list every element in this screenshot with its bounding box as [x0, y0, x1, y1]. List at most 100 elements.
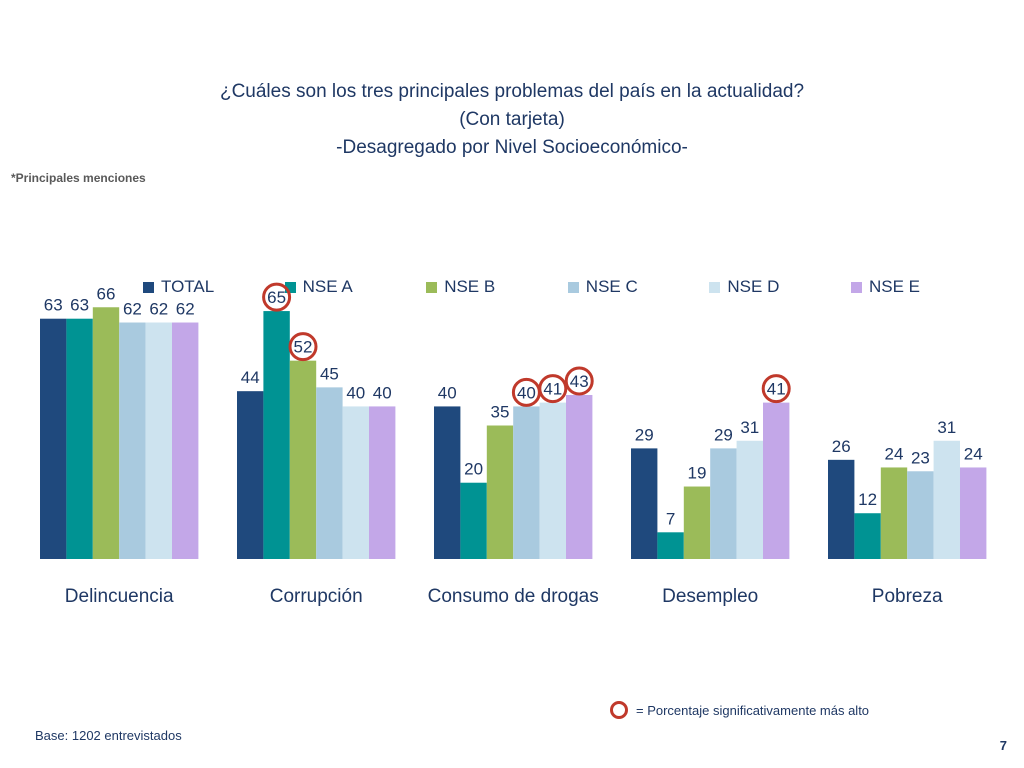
significance-legend: = Porcentaje significativamente más alto	[610, 701, 869, 719]
data-label: 19	[688, 464, 707, 483]
highlight-circle-icon	[610, 701, 628, 719]
bar-delincuencia-nse-d	[145, 322, 172, 559]
highlight-circle-icon	[564, 366, 594, 396]
bar-corrupcion-nse-d	[342, 406, 369, 559]
legend-swatch	[709, 281, 721, 293]
principal-mentions-note: *Principales menciones	[11, 171, 146, 185]
data-label: 29	[635, 425, 654, 444]
data-label: 41	[543, 380, 562, 399]
bar-delincuencia-nse-c	[119, 322, 146, 559]
data-label: 31	[740, 418, 759, 437]
bar-delincuencia-nse-e	[172, 322, 199, 559]
bar-delincuencia-nse-a	[66, 318, 93, 559]
legend-label: NSE B	[444, 277, 496, 296]
legend-item-nse-a: NSE A	[284, 277, 353, 297]
highlight-circle-icon	[538, 374, 568, 404]
bar-chart: 63 63 66 62 62 62 Delincuencia 44 65 52 45 40 40 Corr…	[40, 282, 987, 607]
bar-pobreza-nse-b	[880, 467, 908, 559]
bar-desempleo-nse-b	[683, 486, 711, 559]
legend-item-total: TOTAL	[143, 277, 214, 297]
data-label: 12	[858, 490, 877, 509]
data-label: 66	[97, 284, 116, 303]
bar-delincuencia-total	[40, 318, 67, 559]
title-line-2: (Con tarjeta)	[459, 109, 565, 130]
data-label: 40	[517, 383, 536, 402]
bar-corrupcion-total	[237, 391, 264, 559]
bar-corrupcion-nse-a	[263, 311, 290, 559]
category-label: Pobreza	[872, 586, 943, 607]
base-note: Base: 1202 entrevistados	[35, 728, 182, 743]
bar-group-corrupcion: 44 65 52 45 40 40 Corrupción	[237, 282, 396, 607]
data-label: 41	[767, 380, 786, 399]
chart-title: ¿Cuáles son los tres principales problem…	[0, 78, 1024, 162]
legend-label: NSE E	[869, 277, 921, 296]
bar-pobreza-nse-c	[907, 471, 934, 559]
category-label: Corrupción	[270, 586, 363, 607]
bar-desempleo-nse-a	[657, 532, 684, 559]
legend-label: TOTAL	[161, 277, 215, 296]
data-label: 45	[320, 364, 339, 383]
data-label: 7	[666, 509, 675, 528]
data-label: 40	[373, 383, 392, 402]
bar-corrupcion-nse-b	[289, 360, 317, 559]
legend-label: NSE A	[302, 277, 353, 296]
highlight-circle-icon	[288, 332, 318, 362]
legend-item-nse-b: NSE B	[426, 277, 495, 297]
legend-label: NSE D	[727, 277, 780, 296]
bar-group-delincuencia: 63 63 66 62 62 62 Delincuencia	[40, 284, 199, 607]
data-label: 62	[149, 300, 168, 319]
bar-pobreza-total	[828, 459, 855, 559]
category-label: Consumo de drogas	[428, 586, 599, 607]
legend-item-nse-d: NSE D	[709, 277, 779, 297]
title-line-3: -Desagregado por Nivel Socioeconómico-	[336, 137, 688, 158]
bar-pobreza-nse-a	[854, 513, 881, 559]
category-label: Delincuencia	[65, 586, 174, 607]
legend-swatch	[851, 281, 862, 293]
bar-consumo-de-drogas-nse-b	[486, 425, 514, 559]
title-line-1: ¿Cuáles son los tres principales problem…	[219, 81, 805, 102]
data-label: 52	[294, 338, 313, 357]
category-label: Desempleo	[662, 586, 758, 607]
bar-delincuencia-nse-b	[92, 307, 120, 559]
data-label: 26	[832, 437, 851, 456]
bar-corrupcion-nse-e	[369, 406, 396, 559]
data-label: 24	[885, 444, 904, 463]
bar-consumo-de-drogas-nse-e	[566, 394, 593, 559]
bar-pobreza-nse-d	[933, 440, 960, 559]
bar-desempleo-nse-c	[710, 448, 737, 559]
bar-consumo-de-drogas-nse-a	[460, 482, 487, 559]
data-label: 63	[44, 296, 63, 315]
data-label: 31	[937, 418, 956, 437]
bar-desempleo-nse-e	[763, 402, 790, 559]
data-label: 35	[491, 403, 510, 422]
legend-swatch	[143, 281, 154, 293]
data-label: 65	[267, 288, 286, 307]
legend-item-nse-e: NSE E	[851, 277, 920, 297]
highlight-circle-icon	[761, 374, 791, 404]
data-label: 43	[570, 372, 589, 391]
bar-group-pobreza: 26 12 24 23 31 24 Pobreza	[828, 418, 987, 607]
data-label: 62	[123, 300, 142, 319]
bar-consumo-de-drogas-nse-d	[539, 402, 566, 559]
data-label: 44	[241, 368, 260, 387]
legend-swatch	[567, 281, 579, 293]
page-number: 7	[999, 738, 1007, 753]
data-label: 62	[176, 300, 195, 319]
bar-corrupcion-nse-c	[316, 387, 343, 559]
bar-consumo-de-drogas-total	[434, 406, 461, 559]
data-label: 63	[70, 296, 89, 315]
bar-group-consumo-de-drogas: 40 20 35 40 41 43 Consumo de drogas	[428, 366, 599, 607]
data-label: 23	[911, 448, 930, 467]
data-label: 20	[464, 460, 483, 479]
legend-swatch	[284, 281, 296, 293]
bar-desempleo-total	[631, 448, 658, 559]
chart-legend: TOTAL NSE A NSE B NSE C NSE D NSE E	[0, 277, 1024, 299]
bar-desempleo-nse-d	[736, 440, 763, 559]
highlight-circle-icon	[262, 282, 292, 312]
data-label: 29	[714, 425, 733, 444]
legend-label: NSE C	[585, 277, 638, 296]
legend-item-nse-c: NSE C	[567, 277, 638, 297]
significance-legend-text: = Porcentaje significativamente más alto	[636, 702, 870, 718]
bar-pobreza-nse-e	[960, 467, 987, 559]
data-label: 24	[964, 444, 983, 463]
